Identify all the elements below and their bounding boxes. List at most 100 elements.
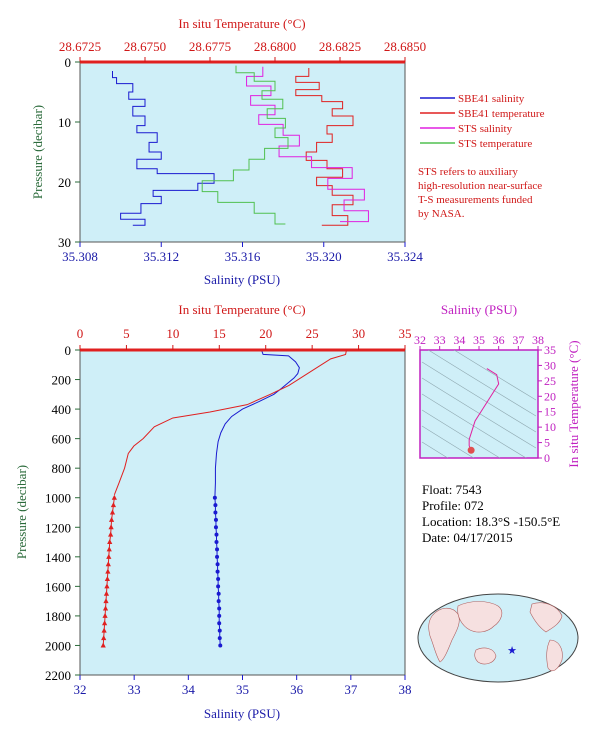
salinity-marker xyxy=(214,540,219,545)
main-salinity-tick-label: 33 xyxy=(128,682,141,697)
legend-label-sts-salinity: STS salinity xyxy=(458,123,513,135)
density-contour xyxy=(421,409,501,458)
ts-salinity-tick-label: 37 xyxy=(512,333,524,347)
temperature-marker xyxy=(108,524,114,530)
temperature-marker xyxy=(104,583,110,589)
main-temperature-tick-label: 15 xyxy=(213,326,226,341)
temperature-marker xyxy=(108,516,115,522)
salinity-marker xyxy=(212,495,217,500)
temperature-marker xyxy=(100,642,106,648)
main-pressure-tick-label: 400 xyxy=(52,402,72,417)
salinity-marker xyxy=(215,547,220,552)
ts-temperature-tick-label: 10 xyxy=(544,420,556,434)
salinity-marker xyxy=(213,517,218,522)
main-pressure-tick-label: 2000 xyxy=(45,638,71,653)
salinity-marker xyxy=(216,576,221,581)
main-pressure-tick-label: 0 xyxy=(65,343,72,358)
location: Location: 18.3°S -150.5°E xyxy=(422,514,560,529)
legend-label-sbe41-temperature: SBE41 temperature xyxy=(458,108,545,120)
top-salinity-axis-title: Salinity (PSU) xyxy=(204,272,280,287)
temperature-marker xyxy=(111,494,117,500)
world-map: ★ xyxy=(417,593,579,683)
temperature-marker xyxy=(109,509,116,515)
full-profile-panel: 32 33 34 35 36 37 38 0 5 10 15 20 25 30 35 0 200 400 600 80… xyxy=(14,302,412,721)
salinity-marker xyxy=(216,591,221,596)
main-plot-area xyxy=(79,349,406,676)
ts-salinity-tick-label: 34 xyxy=(453,333,465,347)
temperature-marker xyxy=(106,553,112,559)
top-plot-area xyxy=(79,61,406,243)
density-contour xyxy=(421,393,527,458)
salinity-marker xyxy=(216,599,221,604)
ts-salinity-tick-label: 36 xyxy=(493,333,505,347)
temperature-marker xyxy=(107,539,113,545)
top-temperature-tick-label: 28.6750 xyxy=(124,39,166,54)
ts-salinity-tick-label: 38 xyxy=(532,333,544,347)
float-location-star-icon: ★ xyxy=(507,645,517,657)
ts-density-contours xyxy=(421,350,537,458)
date: Date: 04/17/2015 xyxy=(422,530,513,545)
top-temperature-tick-label: 28.6800 xyxy=(254,39,296,54)
top-pressure-tick-label: 0 xyxy=(65,55,72,70)
top-pressure-tick-label: 30 xyxy=(58,235,71,250)
main-line-temperature xyxy=(113,349,347,495)
temperature-marker xyxy=(102,605,109,611)
salinity-marker xyxy=(215,554,220,559)
main-line-salinity xyxy=(214,349,300,498)
float-id: Float: 7543 xyxy=(422,482,482,497)
temperature-marker xyxy=(101,627,107,633)
top-series-group xyxy=(112,65,369,226)
salinity-marker xyxy=(217,628,222,633)
salinity-marker xyxy=(213,503,218,508)
ts-salinity-tick-label: 35 xyxy=(473,333,485,347)
temperature-marker xyxy=(103,590,110,596)
salinity-marker xyxy=(216,584,221,589)
top-salinity-tick-label: 35.308 xyxy=(62,249,98,264)
top-series-sts-temperature xyxy=(201,65,289,225)
ts-temperature-tick-label: 35 xyxy=(544,343,556,357)
main-temperature-tick-label: 10 xyxy=(166,326,179,341)
main-salinity-tick-label: 34 xyxy=(182,682,196,697)
salinity-marker xyxy=(215,562,220,567)
main-salinity-tick-label: 36 xyxy=(290,682,304,697)
top-pressure-tick-label: 10 xyxy=(58,115,71,130)
float-info: Float: 7543 Profile: 072 Location: 18.3°… xyxy=(422,482,560,545)
map-landmass-north-america xyxy=(529,602,563,633)
main-temperature-tick-label: 5 xyxy=(123,326,130,341)
main-pressure-tick-label: 1600 xyxy=(45,579,71,594)
ts-salinity-tick-label: 32 xyxy=(414,333,426,347)
top-temperature-tick-label: 28.6850 xyxy=(384,39,426,54)
top-salinity-tick-label: 35.324 xyxy=(387,249,423,264)
legend-label-sts-temperature: STS temperature xyxy=(458,138,532,150)
temperature-marker xyxy=(102,620,108,626)
ts-temperature-tick-label: 0 xyxy=(544,451,550,465)
temperature-marker xyxy=(106,546,112,552)
top-temperature-tick-label: 28.6775 xyxy=(189,39,231,54)
temperature-marker xyxy=(105,561,111,567)
main-pressure-tick-label: 1000 xyxy=(45,491,71,506)
top-pressure-tick-label: 20 xyxy=(58,175,71,190)
map-landmass-south-america xyxy=(546,639,563,672)
main-salinity-tick-label: 38 xyxy=(399,682,412,697)
salinity-marker xyxy=(217,636,222,641)
ts-curve xyxy=(468,368,500,451)
sts-note-line-3: T-S measurements funded xyxy=(418,194,533,206)
sts-note: STS refers to auxiliary high-resolution … xyxy=(418,166,542,220)
main-pressure-tick-label: 800 xyxy=(52,461,72,476)
main-pressure-tick-label: 1200 xyxy=(45,520,71,535)
main-temperature-tick-label: 30 xyxy=(352,326,365,341)
ts-temperature-tick-label: 25 xyxy=(544,374,556,388)
main-salinity-tick-label: 37 xyxy=(344,682,358,697)
top-series-sts-salinity xyxy=(246,66,369,223)
salinity-marker xyxy=(217,621,222,626)
main-pressure-tick-label: 200 xyxy=(52,373,72,388)
top-salinity-tick-label: 35.312 xyxy=(143,249,179,264)
density-contour xyxy=(421,377,537,449)
map-landmass-australia xyxy=(474,647,497,665)
top-salinity-tick-label: 35.316 xyxy=(225,249,261,264)
ts-salinity-axis-title: Salinity (PSU) xyxy=(441,302,517,317)
top-pressure-axis-title: Pressure (decibar) xyxy=(30,105,45,199)
